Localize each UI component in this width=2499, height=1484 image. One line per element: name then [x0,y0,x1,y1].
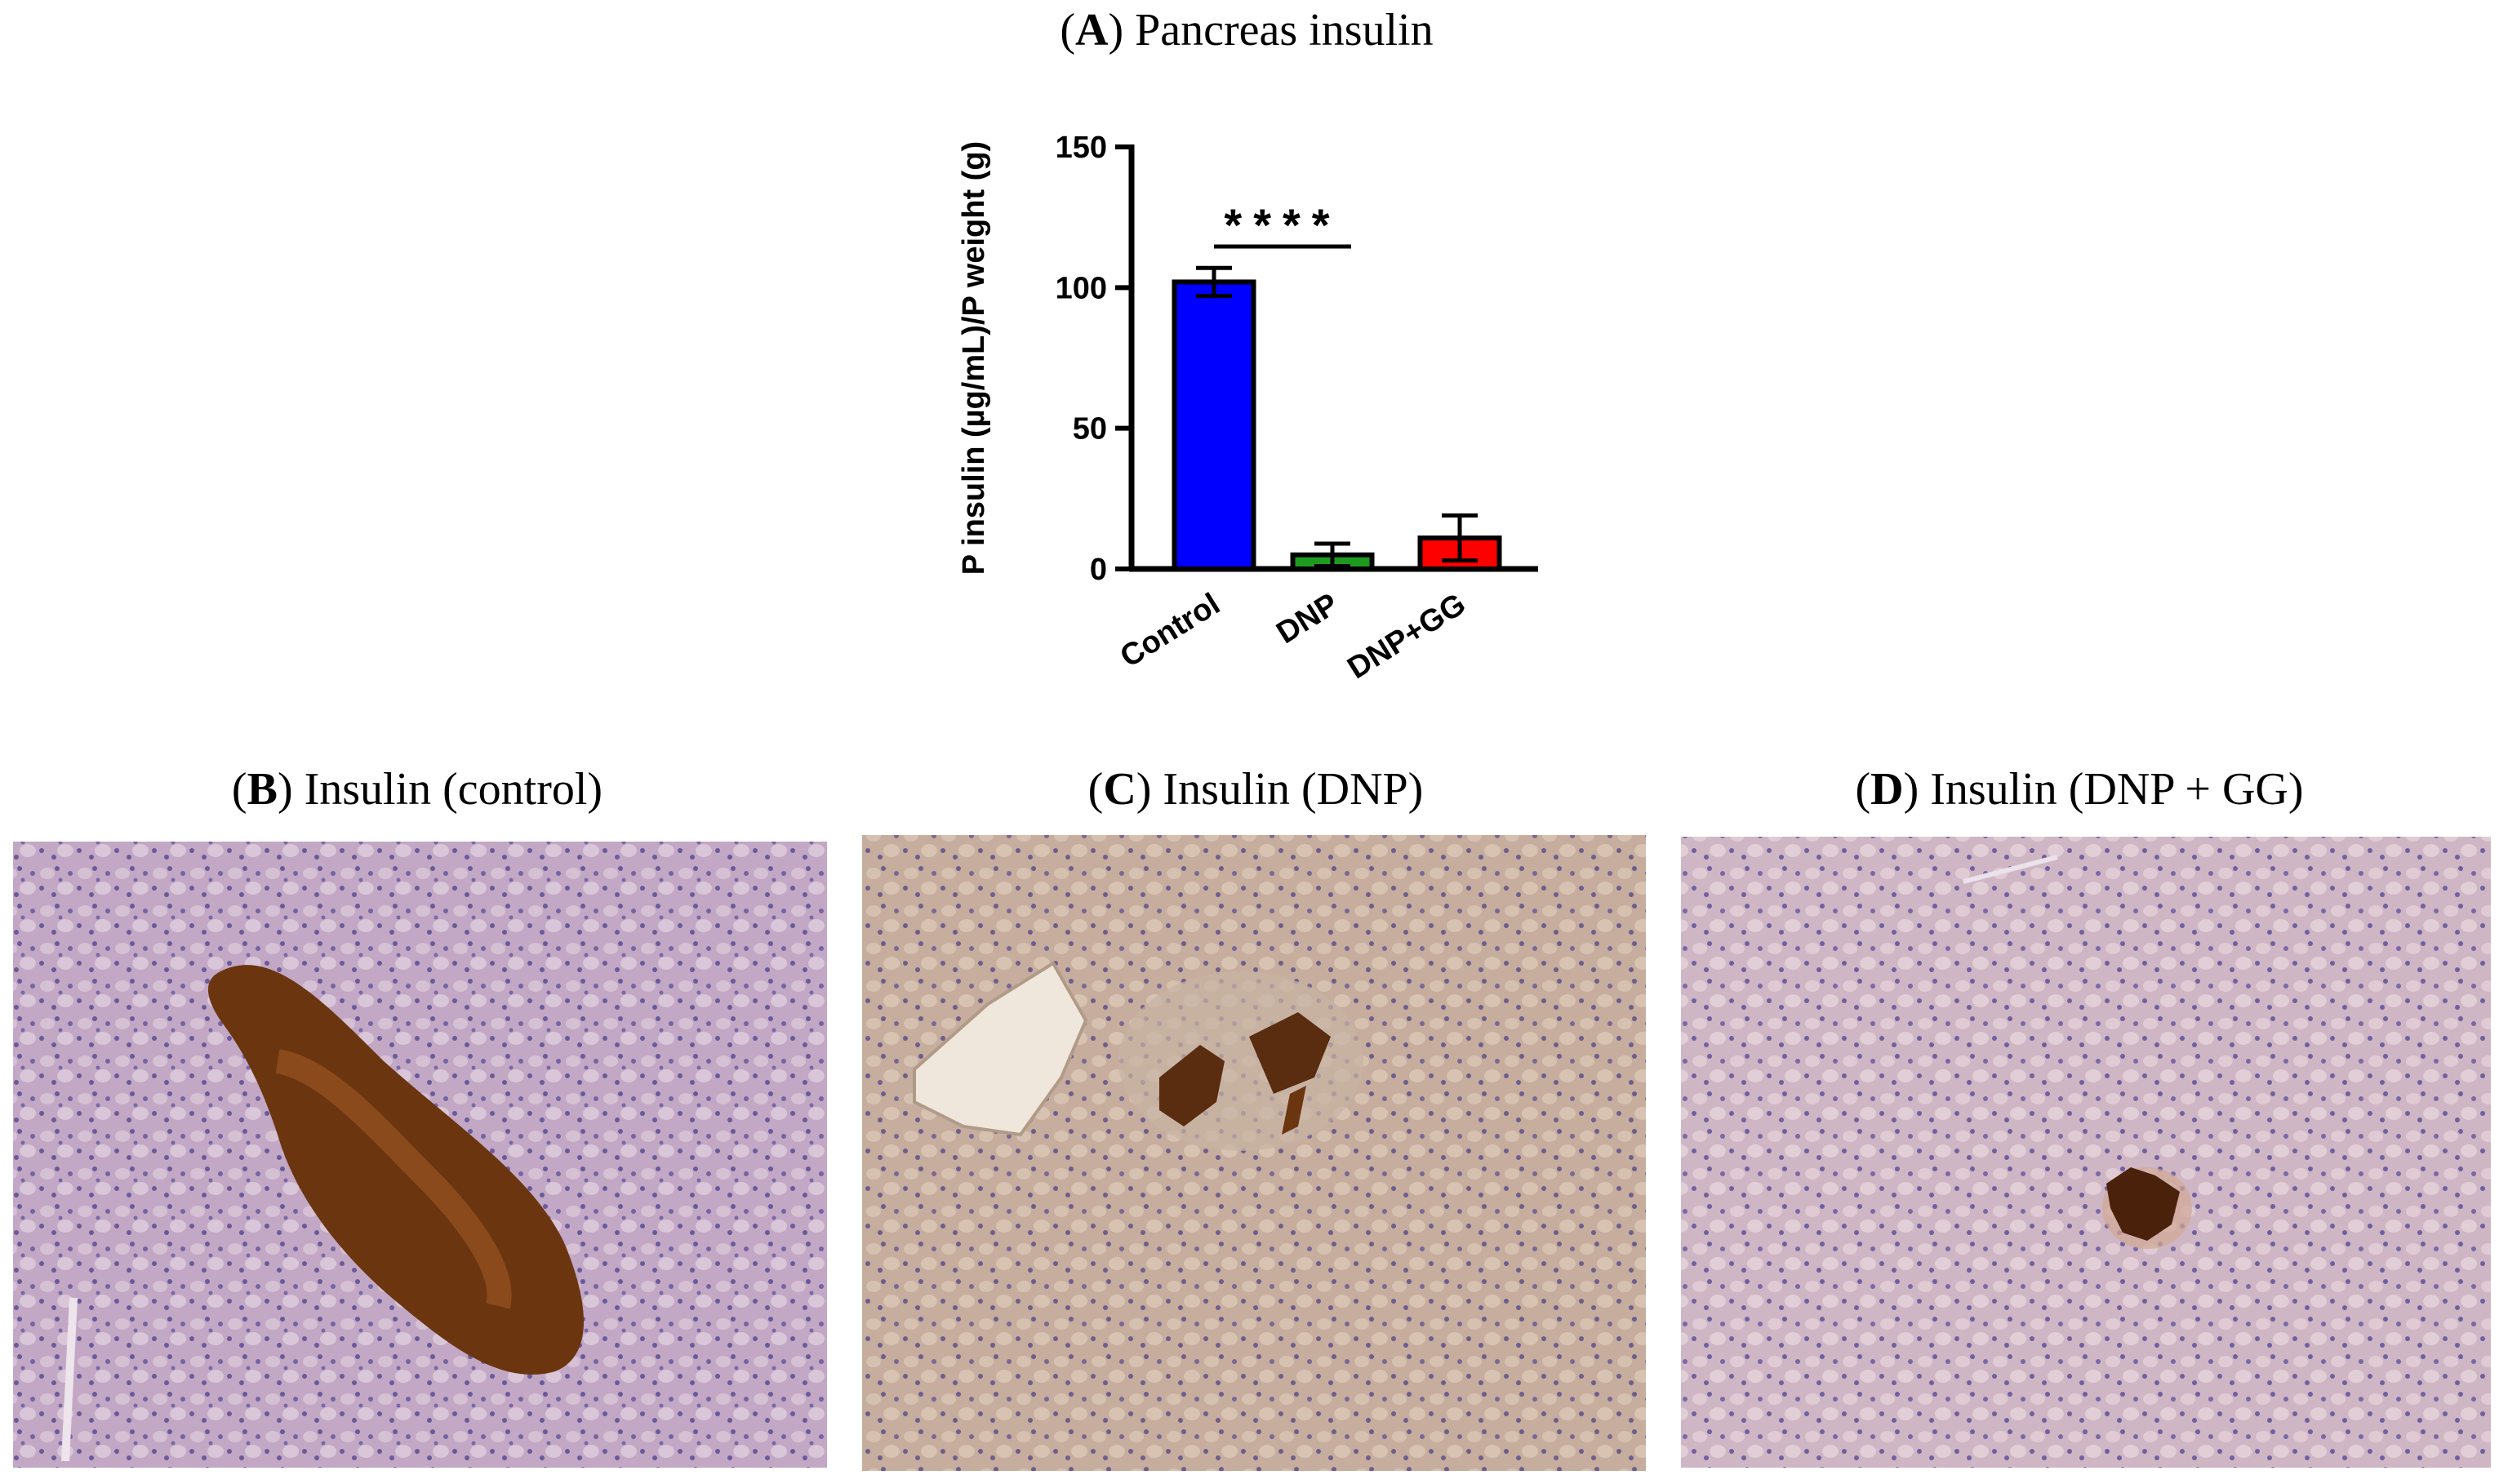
error-bar [1196,265,1232,299]
micrograph-d [1681,837,2491,1468]
title-part: ( [1855,764,1870,815]
x-tick-label: Control [1114,587,1226,674]
y-tick-label: 0 [1090,553,1107,587]
micrograph-c [862,835,1646,1471]
title-part: C [1103,764,1136,815]
title-part: A [1075,5,1109,56]
title-part: D [1870,764,1903,815]
y-tick-label: 150 [1056,131,1107,165]
significance-stars: **** [1224,199,1341,251]
y-axis-label: P insulin (µg/mL)/P weight (g) [957,141,991,575]
title-part: ( [1088,764,1104,815]
y-tick-label: 50 [1073,412,1107,447]
title-part: B [247,764,278,815]
panel-title: (D) Insulin (DNP + GG) [1855,764,2303,815]
x-tick-label: DNP [1270,587,1344,651]
micrograph-b [13,842,827,1468]
panel-title: (C) Insulin (DNP) [1088,764,1424,815]
bar [1172,279,1256,571]
title-part: ( [232,764,247,815]
error-bar [1314,541,1350,569]
title-part: ) Insulin (control) [278,764,603,815]
title-part: ) Insulin (DNP) [1136,764,1424,815]
title-part: ( [1060,5,1075,56]
title-part: ) Pancreas insulin [1108,5,1433,56]
title-part: ) Insulin (DNP + GG) [1904,764,2304,815]
panel-title: (B) Insulin (control) [232,764,603,815]
error-bar [1442,513,1478,563]
y-tick-label: 100 [1056,271,1107,305]
x-tick-label: DNP+GG [1342,587,1472,686]
panel-title: (A) Pancreas insulin [1060,5,1433,56]
